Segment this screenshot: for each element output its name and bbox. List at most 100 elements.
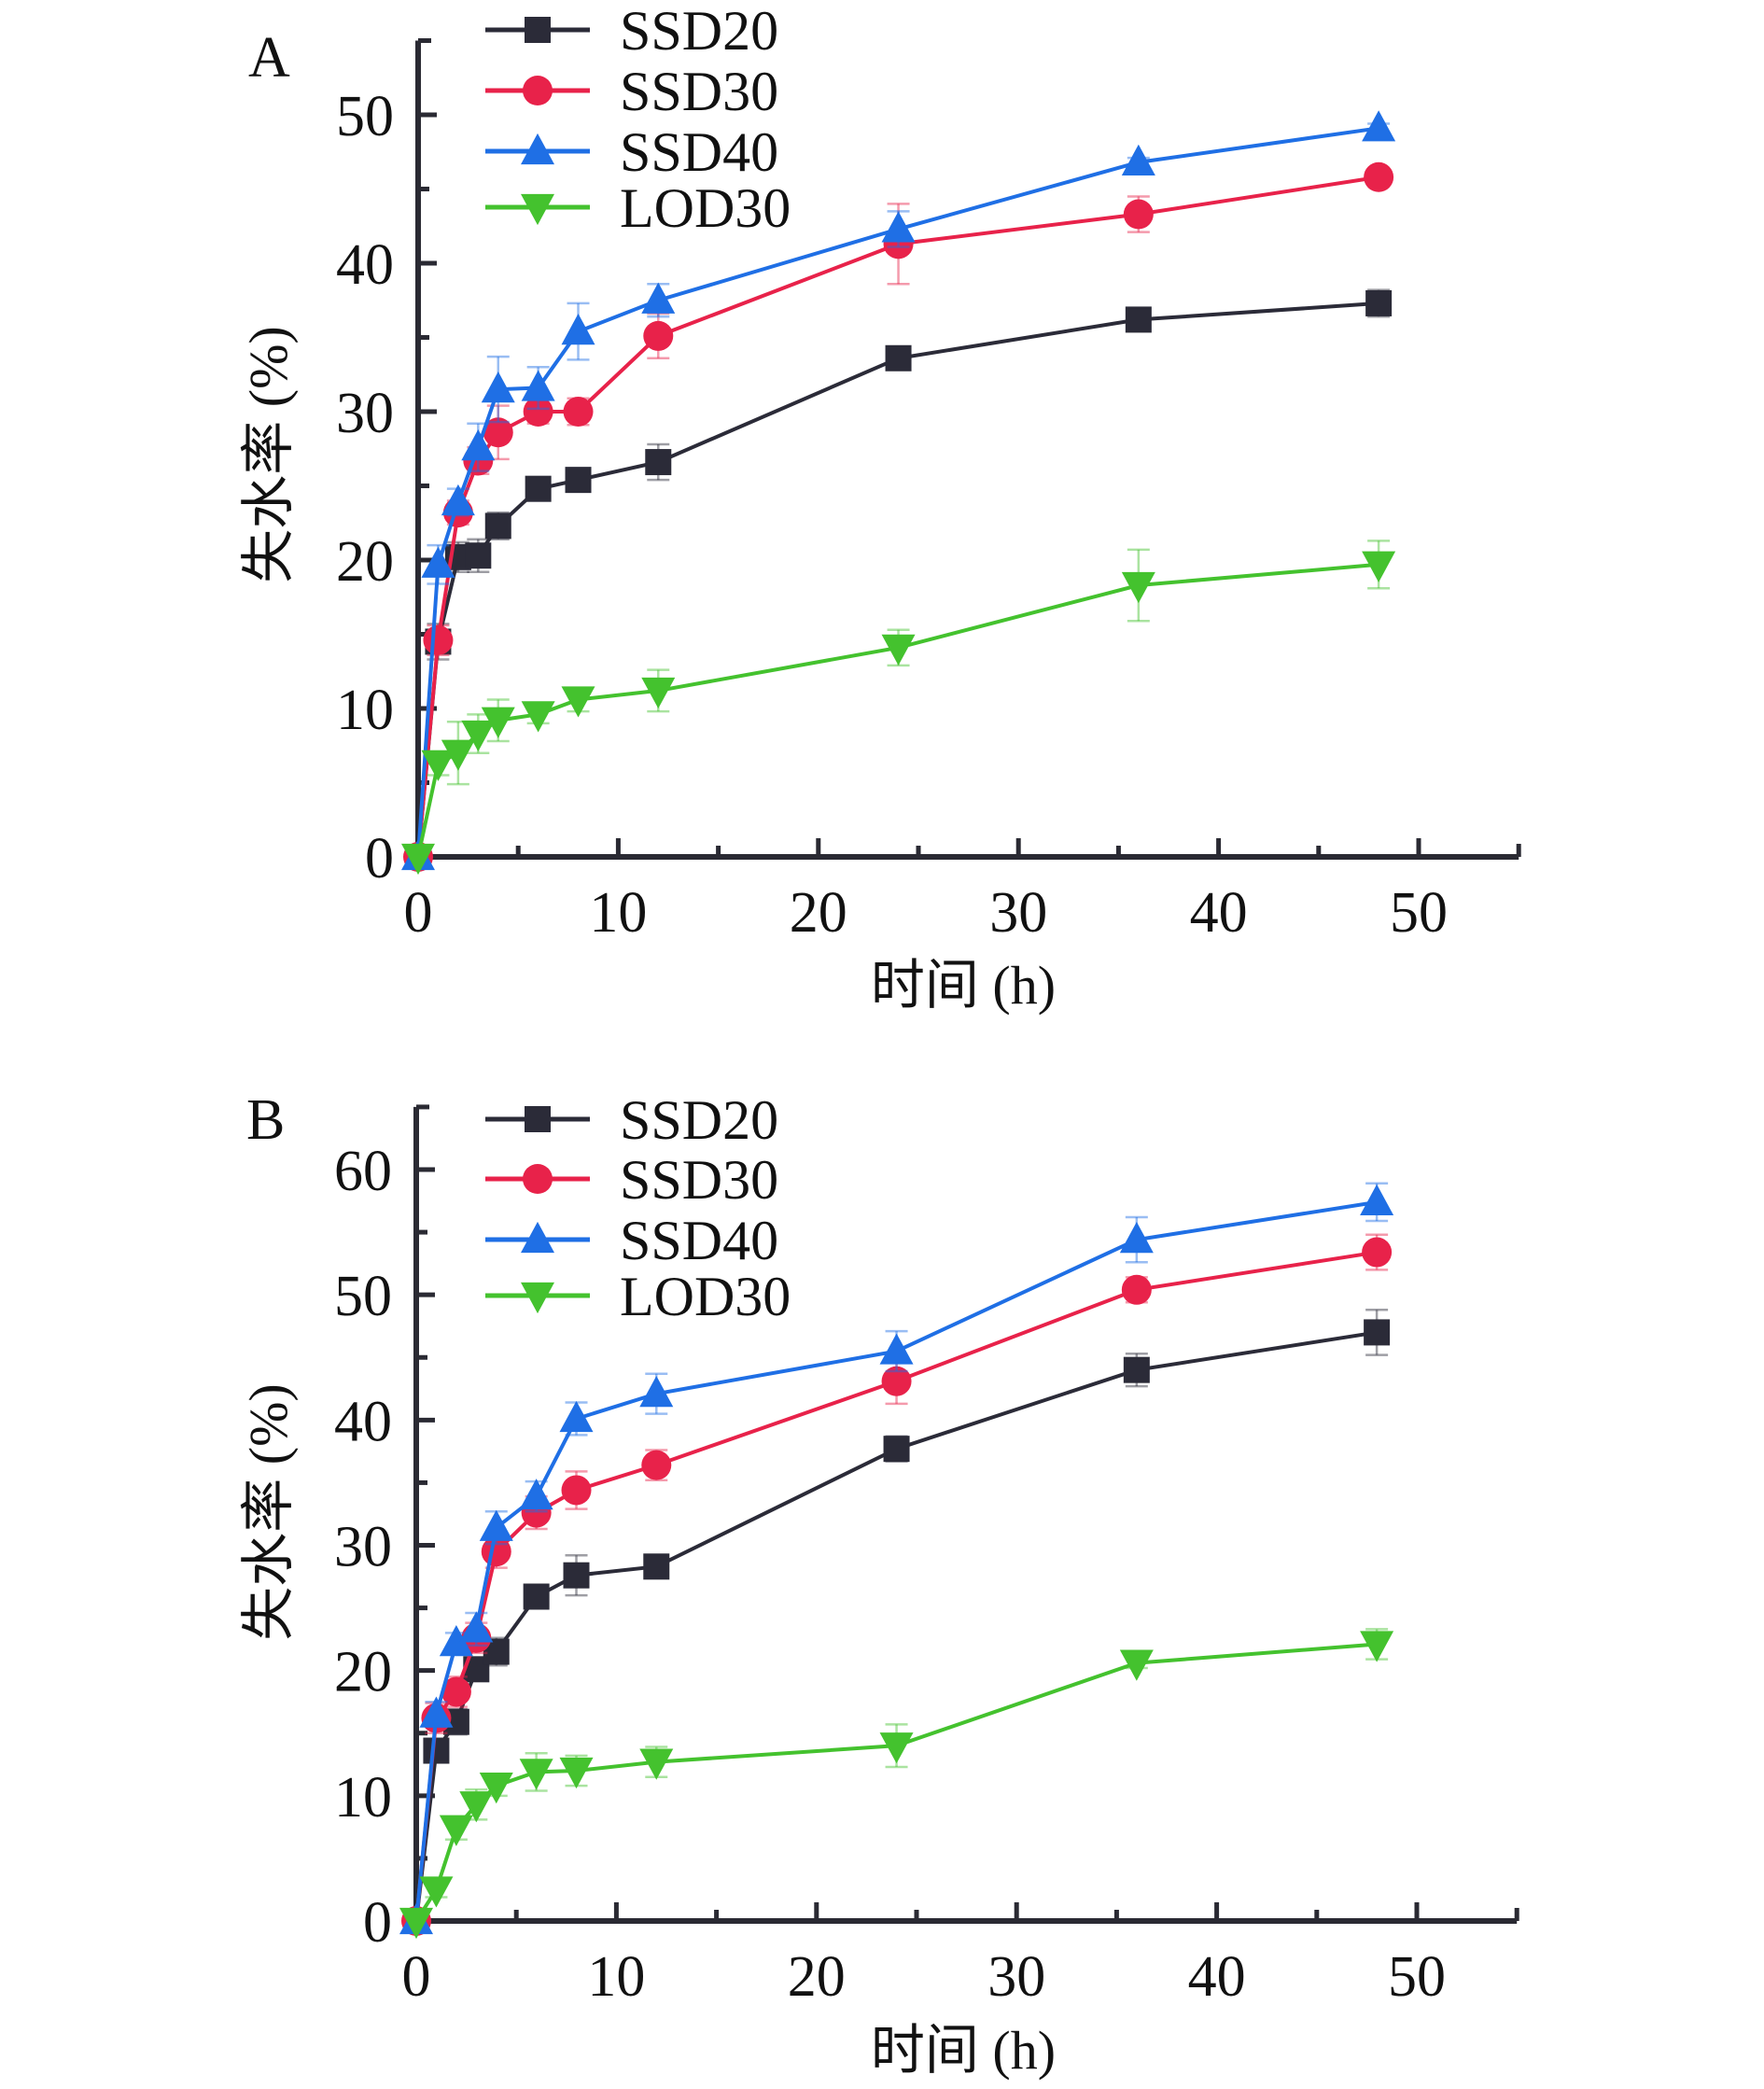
series-ssd20: [405, 288, 1393, 870]
data-point: [439, 1815, 473, 1846]
data-point: [459, 1611, 494, 1643]
data-point: [465, 542, 492, 569]
y-tick-label: 50: [334, 1265, 392, 1328]
data-point: [1362, 110, 1396, 142]
data-point: [639, 1376, 674, 1408]
legend-marker: [523, 76, 553, 105]
legend-marker: [521, 1221, 554, 1254]
data-point: [519, 1479, 553, 1510]
data-point: [1364, 1319, 1391, 1346]
data-point: [521, 701, 555, 733]
data-point: [459, 1791, 494, 1823]
data-point: [639, 1748, 674, 1780]
x-tick-label: 0: [404, 881, 433, 945]
data-point: [483, 417, 513, 448]
data-point: [559, 1400, 594, 1433]
data-point: [484, 512, 511, 540]
data-point: [479, 1509, 513, 1541]
data-point: [563, 397, 594, 427]
data-point: [1121, 571, 1155, 604]
series-ssd40: [401, 110, 1396, 871]
data-point: [1121, 1274, 1152, 1305]
data-point: [441, 739, 475, 771]
x-tick-label: 50: [1390, 881, 1448, 945]
data-point: [481, 372, 515, 403]
data-point: [1360, 1631, 1394, 1662]
legend-marker: [521, 1282, 554, 1314]
data-point: [423, 1737, 450, 1764]
data-point: [641, 677, 676, 709]
legend-label: SSD20: [620, 1089, 778, 1151]
data-point: [881, 1366, 912, 1396]
data-point: [419, 1696, 454, 1728]
series-line: [414, 1199, 1378, 1922]
series-line: [416, 301, 1379, 858]
x-tick-label: 20: [788, 1945, 846, 2009]
axes: 0 10 20 30 40 50 60 0 10 20 30 40 50: [334, 1104, 1519, 2009]
series-line: [414, 1642, 1378, 1923]
data-point: [1125, 306, 1152, 333]
legend-label: SSD30: [620, 1149, 778, 1211]
x-tick-label: 20: [790, 881, 847, 945]
data-point: [1123, 199, 1154, 230]
x-tick-label: 30: [989, 881, 1047, 945]
legend-marker: [523, 1164, 553, 1194]
panel-label: B: [246, 1088, 285, 1152]
legend-item: SSD40: [485, 121, 778, 183]
legend-marker: [525, 1106, 551, 1132]
x-tick-label: 10: [589, 881, 647, 945]
data-point: [441, 1676, 471, 1707]
x-tick-label: 30: [987, 1945, 1045, 2009]
series-layer: [399, 1182, 1394, 1940]
y-axis-label: 失水率 (%): [238, 326, 299, 582]
data-point: [641, 1450, 672, 1480]
series-lod30: [401, 540, 1396, 876]
series-ssd40: [399, 1182, 1394, 1935]
data-point: [643, 320, 674, 351]
y-tick-label: 40: [336, 233, 394, 297]
data-point: [881, 634, 916, 666]
legend-marker: [525, 17, 551, 43]
data-point: [1121, 144, 1155, 175]
axes: 0 10 20 30 40 50 0 10 20 30 40 50: [336, 38, 1521, 945]
series-line: [414, 1330, 1378, 1922]
data-point: [481, 707, 515, 738]
data-point: [643, 1553, 670, 1580]
data-point: [441, 484, 475, 516]
data-point: [1119, 1649, 1154, 1681]
y-tick-label: 40: [334, 1390, 392, 1453]
data-point: [439, 1625, 473, 1657]
x-tick-label: 40: [1188, 1945, 1246, 2009]
x-tick-label: 0: [402, 1945, 431, 2009]
legend-item: SSD30: [485, 61, 778, 122]
data-point: [561, 314, 595, 345]
legend-label: SSD40: [620, 1210, 778, 1271]
x-tick-label: 10: [587, 1945, 645, 2009]
legend-label: SSD20: [620, 0, 778, 62]
data-point: [565, 467, 592, 494]
panel-b-chart: B 失水率 (%) 时间 (h) 0 10 20 30 40 50 60 0 10 20 30 40 5…: [238, 1088, 1519, 2081]
y-tick-label: 10: [334, 1766, 392, 1830]
data-point: [561, 1475, 592, 1506]
data-point: [421, 750, 455, 781]
legend-label: LOD30: [620, 1266, 791, 1327]
x-tick-label: 40: [1190, 881, 1248, 945]
y-tick-label: 20: [336, 530, 394, 594]
data-point: [881, 211, 916, 243]
data-point: [519, 1759, 553, 1790]
data-point: [1123, 1356, 1150, 1383]
data-point: [1119, 1222, 1154, 1254]
y-tick-label: 0: [365, 827, 394, 890]
data-point: [419, 1876, 454, 1908]
series-layer: [401, 110, 1396, 876]
data-point: [885, 344, 912, 372]
y-tick-label: 20: [334, 1641, 392, 1704]
y-tick-label: 30: [336, 382, 394, 445]
data-point: [563, 1562, 590, 1589]
y-tick-label: 60: [334, 1140, 392, 1203]
data-point: [1360, 1184, 1394, 1215]
y-tick-label: 30: [334, 1516, 392, 1579]
